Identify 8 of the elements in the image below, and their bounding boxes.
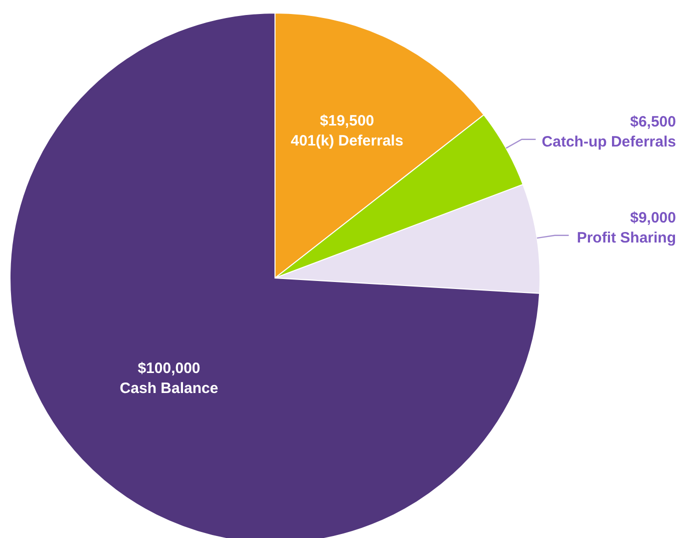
data-label: $9,000	[630, 209, 676, 226]
slice-label: Cash Balance	[120, 380, 218, 398]
data-label: $19,500	[320, 112, 374, 130]
slice-label: 401(k) Deferrals	[290, 132, 404, 150]
data-label: $6,500	[630, 113, 676, 130]
slice-label: Profit Sharing	[576, 229, 676, 246]
slice-label: Catch-up Deferrals	[542, 133, 676, 150]
data-label: $100,000	[138, 360, 200, 378]
